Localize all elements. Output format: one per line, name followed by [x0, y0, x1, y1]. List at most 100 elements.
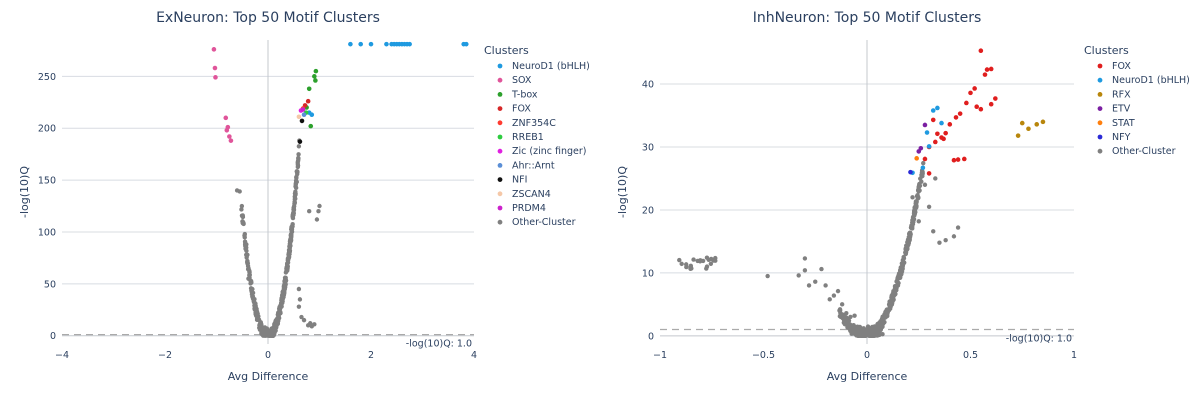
x-tick-label: 2 — [368, 350, 374, 361]
other-cluster-point — [907, 231, 912, 236]
x-tick-label: −4 — [55, 350, 69, 361]
legend-item: ZNF354C — [512, 118, 556, 129]
other-cluster-point — [316, 208, 321, 214]
t-box-point — [306, 86, 312, 92]
legend-item: NeuroD1 (bHLH) — [512, 61, 590, 72]
legend-item: SOX — [512, 75, 532, 86]
other-cluster-point — [312, 322, 317, 327]
other-cluster-point — [901, 254, 906, 260]
threshold-label: -log(10)Q: 1.0 — [406, 339, 472, 350]
x-tick-label: −1 — [653, 350, 667, 361]
other-cluster-point — [317, 203, 322, 209]
other-cluster-point — [896, 280, 901, 286]
y-tick-label: 20 — [642, 205, 654, 216]
sox-point — [211, 47, 217, 52]
fox-point — [947, 122, 953, 127]
y-tick-label: 0 — [50, 331, 56, 342]
other-cluster-point — [246, 276, 251, 281]
legend-title: Clusters — [1084, 44, 1129, 57]
other-cluster-point — [279, 298, 284, 303]
other-cluster-point — [903, 250, 908, 255]
other-cluster-point — [296, 304, 302, 309]
fox-point — [972, 86, 977, 91]
other-cluster-point — [839, 314, 844, 320]
other-cluster-point — [244, 242, 249, 247]
t-box-point — [313, 78, 318, 83]
other-cluster-point — [875, 333, 880, 338]
fox-point — [978, 48, 984, 53]
other-cluster-point — [897, 274, 903, 280]
other-cluster-point — [275, 320, 280, 325]
neurod1-bhlh-point — [384, 41, 389, 47]
sox-point — [212, 65, 218, 71]
other-cluster-point — [911, 216, 916, 222]
stat-point — [914, 156, 919, 161]
other-cluster-point — [849, 331, 854, 336]
y-axis-label: -log(10)Q — [616, 166, 629, 218]
x-axis-label: Avg Difference — [228, 370, 309, 383]
other-cluster-point — [943, 237, 948, 243]
fox-point — [953, 115, 959, 120]
fox-point — [955, 157, 961, 162]
other-cluster-point — [249, 292, 255, 297]
other-cluster-point — [287, 245, 292, 251]
fox-point — [978, 106, 984, 112]
other-cluster-point — [819, 266, 824, 272]
other-cluster-point — [297, 297, 303, 302]
legend-marker — [497, 77, 503, 83]
other-cluster-point — [296, 144, 302, 149]
fox-point — [988, 66, 994, 72]
fox-point — [305, 98, 311, 104]
neurod1-bhlh-point — [358, 41, 364, 47]
other-cluster-point — [285, 260, 291, 265]
fox-point — [968, 90, 973, 96]
other-cluster-point — [889, 299, 895, 304]
x-tick-label: 0 — [265, 350, 271, 361]
other-cluster-point — [916, 219, 921, 224]
legend-marker — [497, 106, 503, 111]
other-cluster-point — [881, 316, 886, 322]
other-cluster-point — [913, 201, 918, 206]
legend-marker — [497, 205, 503, 211]
legend-item: Other-Cluster — [1112, 146, 1176, 157]
other-cluster-point — [884, 309, 889, 314]
x-tick-label: 0 — [864, 350, 870, 361]
threshold-label: -log(10)Q: 1.0 — [1006, 334, 1072, 345]
x-axis-label: Avg Difference — [827, 370, 908, 383]
other-cluster-point — [294, 175, 299, 181]
neurod1-bhlh-point — [920, 165, 926, 171]
fox-point — [993, 96, 998, 101]
legend-marker — [1097, 134, 1103, 140]
other-cluster-point — [937, 240, 942, 245]
other-cluster-point — [855, 333, 860, 338]
etv-point — [922, 122, 928, 128]
other-cluster-point — [258, 321, 263, 326]
neurod1-bhlh-point — [935, 105, 940, 111]
other-cluster-point — [846, 324, 852, 329]
other-cluster-point — [249, 288, 254, 293]
other-cluster-point — [691, 257, 696, 262]
other-cluster-point — [852, 313, 857, 318]
other-cluster-point — [700, 258, 706, 264]
other-cluster-point — [296, 152, 301, 157]
other-cluster-point — [835, 288, 841, 294]
y-tick-label: 30 — [642, 142, 654, 153]
other-cluster-point — [922, 182, 928, 187]
other-cluster-point — [288, 235, 294, 240]
chart-title: ExNeuron: Top 50 Motif Clusters — [156, 10, 380, 26]
other-cluster-point — [292, 191, 298, 196]
legend-marker — [1097, 77, 1103, 83]
legend-marker — [1097, 92, 1103, 97]
neurod1-bhlh-point — [368, 41, 374, 47]
y-tick-label: 150 — [38, 176, 56, 187]
fox-point — [984, 67, 990, 72]
fox-point — [988, 101, 994, 107]
other-cluster-point — [831, 293, 837, 298]
legend-item: Other-Cluster — [512, 217, 576, 228]
other-cluster-point — [314, 217, 320, 222]
other-cluster-point — [251, 298, 256, 303]
other-cluster-point — [921, 160, 926, 166]
other-cluster-point — [887, 304, 893, 310]
other-cluster-point — [706, 257, 711, 263]
ahr-arnt-point — [301, 112, 307, 118]
